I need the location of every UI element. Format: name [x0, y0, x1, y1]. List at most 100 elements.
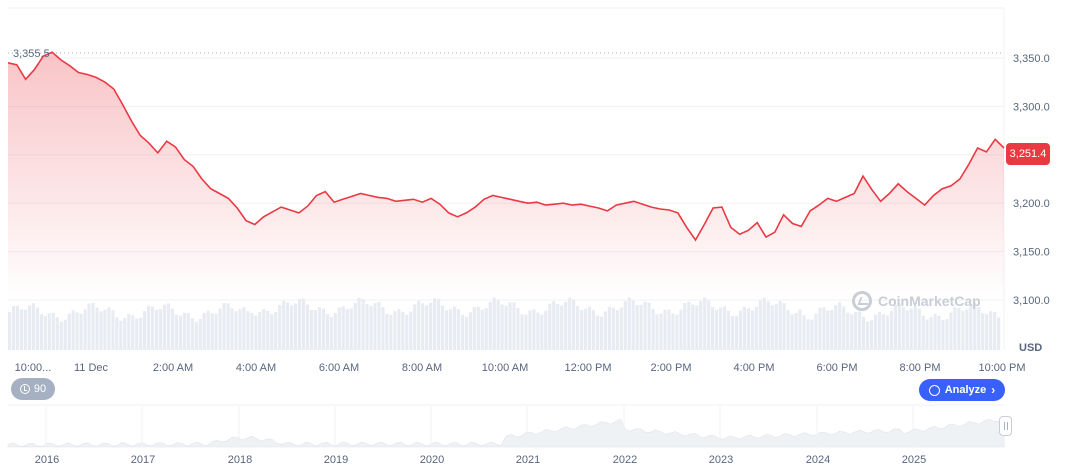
volume-bar: [238, 309, 242, 350]
volume-bar: [59, 321, 63, 350]
volume-bar: [317, 307, 321, 350]
volume-bar: [548, 303, 552, 350]
volume-bar: [278, 305, 282, 350]
volume-bar: [210, 313, 214, 350]
volume-bar: [961, 310, 965, 350]
volume-bar: [973, 302, 977, 350]
volume-bar: [734, 316, 739, 350]
volume-bar: [818, 307, 822, 350]
volume-bar: [580, 310, 584, 350]
volume-bar: [913, 305, 917, 350]
analyze-label: Analyze: [944, 384, 987, 396]
volume-bar: [838, 302, 842, 350]
volume-bar: [55, 317, 59, 350]
volume-bar: [536, 312, 540, 350]
volume-bar: [405, 314, 409, 350]
volume-bar: [834, 305, 838, 350]
volume-bar: [194, 321, 198, 350]
volume-bar: [143, 311, 147, 350]
volume-bar: [166, 303, 171, 350]
volume-bar: [866, 321, 870, 350]
volume-bar: [846, 312, 850, 350]
navigator-handle[interactable]: [999, 416, 1012, 436]
volume-bar: [504, 305, 508, 350]
volume-bar: [27, 305, 32, 350]
volume-bar: [758, 300, 762, 350]
volume-bar: [345, 308, 349, 350]
volume-bar: [568, 297, 572, 350]
volume-bar: [361, 299, 365, 350]
volume-bar: [198, 319, 202, 350]
volume-bar: [917, 308, 921, 350]
volume-bar: [957, 308, 961, 350]
volume-bar: [341, 306, 345, 350]
volume-bar: [746, 308, 750, 350]
volume-bar: [369, 305, 373, 350]
volume-bar: [810, 319, 814, 350]
y-tick-label: 3,350.0: [1013, 53, 1050, 65]
volume-bar: [993, 311, 997, 350]
volume-bar: [639, 304, 643, 350]
volume-bar: [524, 314, 528, 350]
x-tick-label: 6:00 PM: [817, 362, 858, 374]
volume-bar: [774, 304, 778, 350]
volume-bar: [679, 309, 683, 350]
volume-bar: [583, 308, 588, 350]
volume-bar: [186, 313, 190, 350]
volume-bar: [643, 301, 647, 350]
volume-bar: [35, 307, 39, 350]
volume-bar: [977, 307, 981, 350]
x-tick-label: 2:00 PM: [651, 362, 692, 374]
volume-bar: [321, 308, 325, 350]
volume-bar: [31, 303, 35, 350]
analyze-button[interactable]: Analyze ›: [919, 379, 1005, 401]
volume-bar: [858, 311, 862, 350]
volume-bar: [39, 314, 43, 350]
volume-bar: [929, 317, 933, 350]
volume-bar: [647, 302, 651, 350]
volume-bar: [873, 314, 878, 350]
volume-bar: [63, 319, 67, 350]
volume-bar: [814, 313, 818, 350]
volume-bar: [655, 314, 659, 350]
volume-bar: [881, 314, 885, 350]
volume-bar: [969, 304, 973, 350]
volume-bar: [444, 310, 449, 350]
volume-bar: [893, 304, 897, 350]
volume-bar: [516, 308, 520, 350]
volume-bar: [591, 309, 596, 350]
volume-bar: [802, 315, 806, 350]
range-button[interactable]: 90: [11, 378, 55, 400]
volume-bar: [119, 320, 123, 350]
volume-bar: [730, 316, 735, 350]
volume-bar: [151, 306, 155, 350]
volume-bar: [87, 303, 91, 350]
volume-bar: [945, 319, 949, 350]
volume-bar: [12, 306, 16, 350]
volume-bar: [786, 309, 790, 350]
volume-bar: [246, 311, 250, 350]
volume-bar: [206, 310, 210, 350]
volume-bar: [754, 306, 758, 350]
cmc-logo-icon: [852, 291, 872, 311]
volume-bar: [409, 311, 413, 350]
volume-bar: [877, 311, 882, 350]
volume-bar: [925, 319, 929, 350]
y-tick-label: 3,100.0: [1013, 295, 1050, 307]
x-tick-label: 4:00 PM: [734, 362, 775, 374]
volume-bar: [353, 302, 357, 350]
navigator-year-label: 2025: [902, 454, 926, 466]
volume-bar: [933, 314, 937, 350]
volume-bar: [365, 304, 369, 350]
volume-bar: [456, 309, 460, 350]
volume-bar: [448, 309, 453, 350]
volume-bar: [254, 315, 258, 350]
volume-bar: [301, 298, 306, 350]
volume-bar: [162, 304, 167, 350]
volume-bar: [79, 313, 83, 350]
volume-bars: [8, 297, 1001, 350]
volume-bar: [587, 306, 592, 350]
volume-bar: [659, 313, 663, 350]
volume-bar: [47, 313, 51, 350]
